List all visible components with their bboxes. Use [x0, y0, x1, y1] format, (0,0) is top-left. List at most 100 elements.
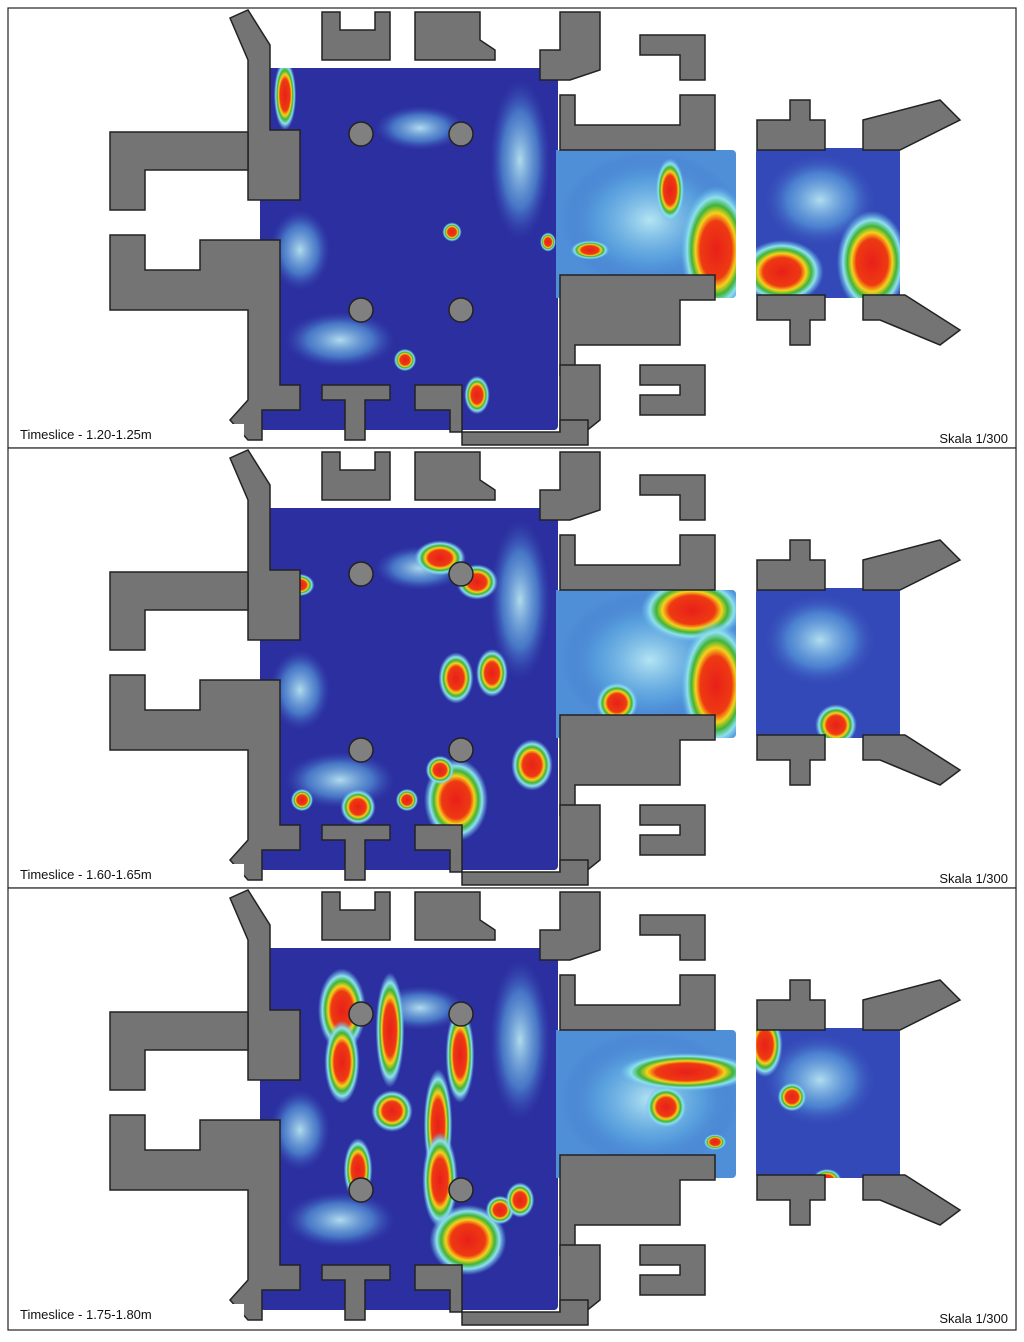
column [348, 297, 374, 323]
wall [229, 889, 301, 1081]
heat-anomaly [438, 652, 474, 704]
wall [639, 804, 706, 856]
heat-anomaly [645, 1086, 687, 1128]
wall [639, 474, 706, 521]
column [348, 1177, 374, 1203]
wall [321, 1264, 391, 1321]
label-bg [14, 864, 244, 884]
wall [414, 824, 589, 886]
heat-anomaly [324, 1020, 360, 1104]
wall [862, 294, 962, 346]
heatmap [260, 68, 900, 430]
wall [321, 11, 391, 61]
timeslice-label: Timeslice - 1.20-1.25m [20, 427, 152, 442]
wall [639, 914, 706, 961]
heat-anomaly [540, 232, 556, 252]
heat-anomaly [290, 788, 314, 812]
wall [862, 1174, 962, 1226]
heat-anomaly [618, 1052, 754, 1092]
heat-anomaly [511, 739, 553, 791]
heat-anomaly [740, 240, 824, 304]
wall [862, 979, 962, 1031]
heat-cool [490, 80, 550, 240]
wall [756, 1174, 826, 1226]
wall [414, 891, 496, 941]
heat-anomaly [273, 68, 297, 131]
wall [862, 539, 962, 591]
wall [559, 534, 716, 591]
heat-anomaly [505, 1182, 535, 1218]
wall [559, 94, 716, 151]
wall [414, 1264, 589, 1326]
wall [559, 974, 716, 1031]
timeslice-label: Timeslice - 1.60-1.65m [20, 867, 152, 882]
wall [862, 99, 962, 151]
wall [229, 449, 301, 641]
heat-cool [375, 106, 465, 150]
heatmap [260, 948, 900, 1310]
wall [321, 891, 391, 941]
heat-cool [270, 210, 330, 290]
wall [639, 1244, 706, 1296]
heat-anomaly [395, 788, 419, 812]
label-bg [14, 424, 244, 444]
heat-anomaly [464, 375, 490, 415]
heat-anomaly [375, 972, 405, 1088]
column [348, 737, 374, 763]
wall [414, 451, 496, 501]
heat-anomaly [655, 158, 685, 222]
column [448, 1177, 474, 1203]
heat-cool [765, 595, 875, 685]
heat-anomaly [442, 222, 462, 242]
heat-anomaly [371, 1090, 413, 1132]
wall [539, 11, 601, 81]
panel: Timeslice - 1.75-1.80m Skala 1/300 [7, 887, 1017, 1331]
heat-anomaly [429, 1204, 507, 1276]
scale-label: Skala 1/300 [939, 431, 1008, 446]
wall [756, 734, 826, 786]
scale-label: Skala 1/300 [939, 871, 1008, 886]
wall [109, 234, 301, 441]
wall [229, 9, 301, 201]
wall [109, 1011, 249, 1091]
wall [539, 891, 601, 961]
heat-anomaly [703, 1134, 727, 1150]
wall [321, 824, 391, 881]
heat-anomaly [425, 755, 455, 785]
heat-anomaly [836, 210, 900, 314]
wall [756, 979, 826, 1031]
heat-cool [765, 155, 875, 245]
wall [109, 571, 249, 651]
column [448, 1001, 474, 1027]
heat-anomaly [422, 1132, 458, 1228]
heat-anomaly [393, 348, 417, 372]
wall [756, 539, 826, 591]
heat-cool [270, 1090, 330, 1170]
scale-label: Skala 1/300 [939, 1311, 1008, 1326]
column [348, 121, 374, 147]
heat-cool [285, 312, 395, 368]
wall [414, 384, 589, 446]
wall [109, 1114, 301, 1321]
wall [109, 131, 249, 211]
label-bg [14, 1304, 244, 1324]
heat-anomaly [596, 682, 638, 724]
wall [109, 674, 301, 881]
wall [414, 11, 496, 61]
column [448, 737, 474, 763]
panel: Timeslice - 1.20-1.25m Skala 1/300 [7, 7, 1017, 449]
wall [639, 364, 706, 416]
wall [321, 451, 391, 501]
heat-cool [285, 1192, 395, 1248]
heat-cool [270, 650, 330, 730]
heat-anomaly [777, 1082, 807, 1112]
heat-cool [490, 960, 550, 1120]
wall [321, 384, 391, 441]
column [448, 561, 474, 587]
wall [639, 34, 706, 81]
heat-cool [490, 520, 550, 680]
column [348, 561, 374, 587]
heatmap [260, 508, 900, 870]
